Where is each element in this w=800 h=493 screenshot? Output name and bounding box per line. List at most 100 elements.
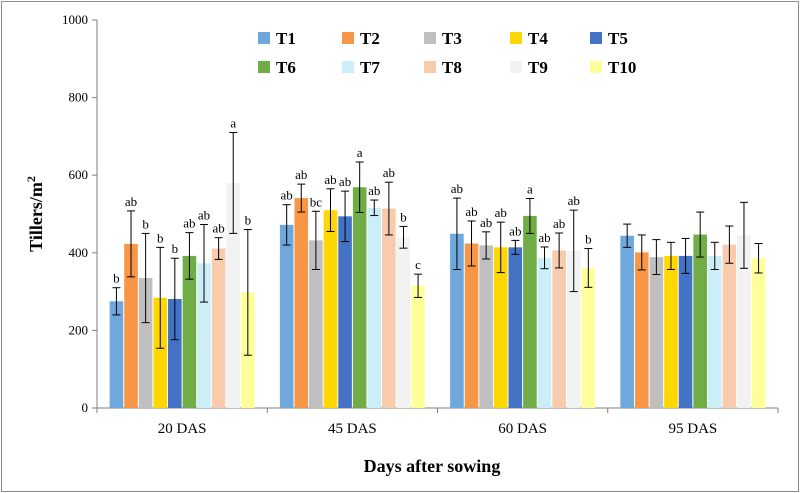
significance-letter: b — [157, 230, 164, 245]
bar-t2-3 — [464, 243, 479, 408]
x-category-label: 95 DAS — [668, 421, 717, 437]
bar-t4-3 — [493, 247, 508, 408]
bar-t8-4 — [722, 244, 737, 408]
bar-t5-3 — [508, 247, 523, 408]
legend: T1 T2 T3 T4 T5 T6 T7 T8 T9 T10 — [258, 29, 636, 77]
legend-label-t4: T4 — [528, 29, 548, 48]
significance-letter: c — [415, 257, 421, 272]
legend-swatch-t3 — [424, 32, 436, 44]
y-tick-label: 0 — [82, 400, 89, 415]
significance-letter: b — [400, 209, 407, 224]
bar-t9-2 — [396, 237, 411, 408]
bar-t10-4 — [751, 258, 766, 408]
bar-t3-3 — [479, 245, 493, 408]
bar-t5-2 — [338, 216, 352, 408]
bar-t1-1 — [109, 301, 124, 408]
significance-letter: b — [113, 271, 120, 286]
y-tick-label: 800 — [69, 90, 89, 105]
legend-swatch-t8 — [424, 61, 436, 73]
bar-t6-1 — [182, 255, 197, 408]
significance-letter: ab — [368, 183, 380, 198]
bar-t6-4 — [693, 234, 707, 408]
legend-label-t10: T10 — [608, 58, 636, 77]
significance-letter: ab — [553, 216, 565, 231]
bar-t1-4 — [620, 235, 634, 408]
bar-t5-4 — [678, 255, 693, 408]
bar-t10-2 — [411, 285, 425, 408]
legend-label-t8: T8 — [442, 58, 462, 77]
legend-label-t7: T7 — [360, 58, 380, 77]
bar-t9-3 — [566, 250, 581, 408]
bar-t6-3 — [523, 215, 537, 408]
legend-label-t6: T6 — [276, 58, 296, 77]
bar-t4-2 — [323, 210, 338, 408]
legend-swatch-t5 — [590, 32, 602, 44]
bar-t8-2 — [382, 208, 396, 408]
significance-letter: ab — [451, 181, 463, 196]
bar-t6-2 — [352, 187, 367, 408]
legend-swatch-t10 — [590, 61, 602, 73]
bar-t5-1 — [168, 298, 182, 408]
significance-letter: b — [585, 232, 592, 247]
significance-letter: ab — [125, 194, 137, 209]
bar-t8-3 — [552, 250, 566, 408]
significance-letter: ab — [465, 204, 477, 219]
legend-swatch-t2 — [342, 32, 354, 44]
y-tick-label: 1000 — [62, 12, 88, 27]
significance-letter: ab — [339, 174, 351, 189]
significance-letter: a — [230, 116, 236, 131]
legend-label-t2: T2 — [360, 29, 380, 48]
legend-swatch-t1 — [258, 32, 270, 44]
bar-t3-2 — [309, 240, 323, 408]
legend-label-t3: T3 — [442, 29, 462, 48]
bar-t9-1 — [226, 182, 241, 408]
bar-t7-2 — [367, 207, 382, 408]
bar-t3-4 — [649, 257, 664, 408]
significance-letter: bc — [310, 194, 323, 209]
bar-t7-1 — [197, 263, 211, 408]
y-tick-label: 400 — [69, 245, 89, 260]
significance-letter: ab — [383, 165, 395, 180]
significance-letter: ab — [295, 167, 307, 182]
significance-letter: b — [245, 213, 252, 228]
significance-letter: a — [527, 181, 533, 196]
y-axis-title: Tillers/m2 — [24, 176, 46, 252]
significance-letter: ab — [495, 205, 507, 220]
bar-t8-1 — [211, 248, 226, 408]
significance-letter: ab — [538, 230, 550, 245]
significance-letter: ab — [183, 216, 195, 231]
bar-t2-4 — [634, 252, 649, 408]
bar-t4-4 — [664, 255, 678, 408]
bar-t4-1 — [153, 297, 168, 408]
bar-t2-2 — [294, 198, 309, 408]
legend-swatch-t7 — [342, 61, 354, 73]
bar-t7-3 — [537, 257, 552, 408]
legend-swatch-t6 — [258, 61, 270, 73]
significance-letter: ab — [324, 172, 336, 187]
significance-letter: a — [357, 145, 363, 160]
significance-letter: ab — [480, 215, 492, 230]
x-category-label: 20 DAS — [158, 421, 207, 437]
bar-t10-3 — [581, 267, 596, 408]
bar-t1-2 — [279, 224, 294, 408]
legend-swatch-t9 — [510, 61, 522, 73]
significance-letter: b — [142, 216, 149, 231]
significance-letter: ab — [509, 223, 521, 238]
significance-letter: ab — [568, 193, 580, 208]
bar-t1-3 — [450, 233, 464, 408]
significance-letter: ab — [212, 221, 224, 236]
bar-t7-4 — [707, 255, 722, 408]
significance-letter: b — [172, 241, 179, 256]
legend-label-t5: T5 — [608, 29, 628, 48]
bar-t3-1 — [138, 278, 153, 408]
legend-swatch-t4 — [510, 32, 522, 44]
bar-t2-1 — [124, 243, 138, 408]
legend-label-t9: T9 — [528, 58, 548, 77]
significance-letter: ab — [281, 188, 293, 203]
y-tick-label: 600 — [69, 167, 89, 182]
y-tick-label: 200 — [69, 322, 89, 337]
legend-label-t1: T1 — [276, 29, 296, 48]
